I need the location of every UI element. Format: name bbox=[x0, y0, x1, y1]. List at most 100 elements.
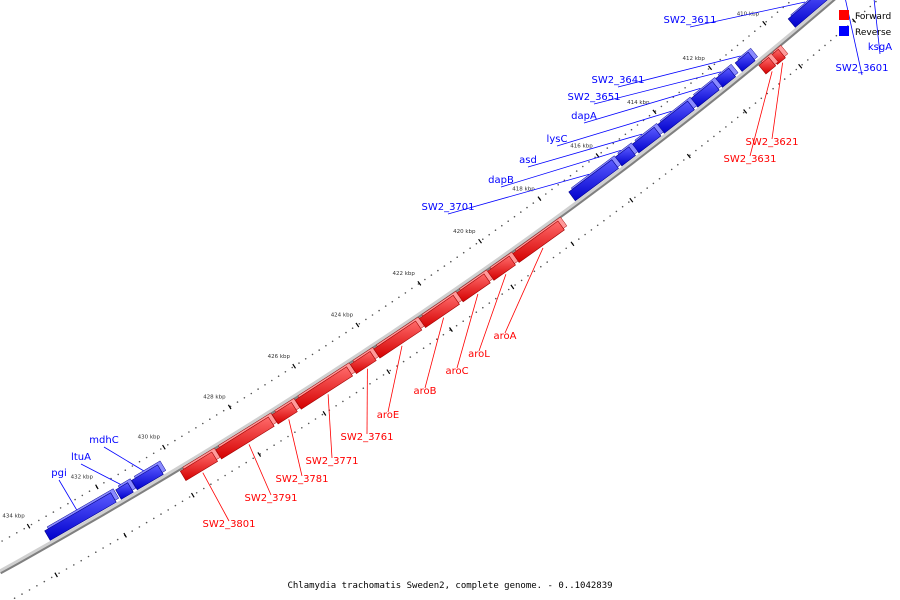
ruler-dot-outer bbox=[468, 315, 471, 318]
ruler-dot-inner bbox=[636, 124, 639, 126]
ruler-dot-outer bbox=[559, 252, 561, 254]
gene-body bbox=[294, 366, 354, 410]
gene-label-dapA[interactable]: dapA bbox=[571, 111, 597, 122]
ruler-dot-outer bbox=[116, 538, 119, 541]
ruler-dot-outer bbox=[590, 229, 593, 231]
ruler-dot-inner bbox=[30, 523, 33, 526]
leader-line-lysC bbox=[556, 110, 672, 147]
tick-label: 412 kbp bbox=[682, 56, 705, 62]
gene-label-lysC[interactable]: lysC bbox=[547, 134, 568, 145]
gene-label-SW2_3621[interactable]: SW2_3621 bbox=[745, 137, 798, 148]
gene-label-aroB[interactable]: aroB bbox=[414, 386, 437, 397]
tick-mark bbox=[54, 572, 58, 578]
backbone-band bbox=[0, 0, 836, 575]
ruler-dot-outer bbox=[188, 496, 191, 498]
gene-SW2_3701[interactable] bbox=[568, 155, 622, 202]
ruler-dot-inner bbox=[74, 498, 76, 501]
tick-mark bbox=[190, 492, 195, 498]
gene-body bbox=[734, 51, 756, 72]
ruler-dot-inner bbox=[398, 296, 400, 299]
ruler-dot-outer bbox=[389, 369, 392, 372]
ruler-dot-inner bbox=[23, 527, 26, 530]
gene-label-ltuA[interactable]: ltuA bbox=[71, 452, 91, 463]
gene-SW2_3791[interactable] bbox=[215, 412, 278, 460]
ruler-dot-outer bbox=[280, 440, 282, 442]
gene-body bbox=[271, 401, 298, 425]
ruler-dot-inner bbox=[52, 511, 55, 513]
ruler-dot-outer bbox=[95, 551, 97, 553]
gene-label-SW2_3641[interactable]: SW2_3641 bbox=[591, 75, 644, 86]
tick-label: 434 kbp bbox=[2, 514, 25, 520]
gene-label-SW2_3791[interactable]: SW2_3791 bbox=[244, 493, 297, 504]
gene-label-SW2_3601[interactable]: SW2_3601 bbox=[835, 63, 888, 74]
gene-label-SW2_3701[interactable]: SW2_3701 bbox=[421, 202, 474, 213]
gene-pgi[interactable] bbox=[44, 488, 120, 541]
ruler-dot-inner bbox=[765, 20, 767, 23]
gene-aroC[interactable] bbox=[456, 269, 494, 303]
gene-label-SW2_3611[interactable]: SW2_3611 bbox=[663, 15, 716, 26]
ruler-dot-outer bbox=[640, 192, 642, 194]
leader-line-SW2_3701 bbox=[447, 173, 590, 215]
gene-label-aroL[interactable]: aroL bbox=[468, 349, 490, 360]
gene-label-aroE[interactable]: aroE bbox=[377, 410, 399, 421]
gene-label-mdhC[interactable]: mdhC bbox=[89, 435, 118, 446]
tick-mark bbox=[162, 444, 166, 450]
ruler-dot-outer bbox=[818, 49, 821, 51]
gene-label-ksgA[interactable]: ksgA bbox=[868, 42, 892, 53]
ruler-dot-outer bbox=[475, 311, 478, 314]
legend-swatch-forward bbox=[839, 10, 849, 20]
ruler-dot-inner bbox=[167, 444, 169, 446]
gene-label-aroC[interactable]: aroC bbox=[445, 366, 468, 377]
gene-label-SW2_3761[interactable]: SW2_3761 bbox=[340, 432, 393, 443]
ruler-dot-outer bbox=[224, 474, 226, 477]
ruler-dot-outer bbox=[36, 585, 38, 587]
gene-label-SW2_3771[interactable]: SW2_3771 bbox=[305, 456, 358, 467]
ruler-dot-inner bbox=[513, 215, 516, 218]
gene-aroA[interactable] bbox=[512, 216, 568, 263]
ruler-dot-inner bbox=[45, 515, 47, 517]
gene-lysC[interactable] bbox=[657, 96, 698, 134]
ruler-dot-inner bbox=[1, 540, 3, 542]
tick-mark bbox=[257, 452, 262, 457]
ruler-dot-inner bbox=[501, 224, 503, 227]
gene-label-aroA[interactable]: aroA bbox=[494, 331, 517, 342]
gene-label-SW2_3801[interactable]: SW2_3801 bbox=[202, 519, 255, 530]
ruler-dot-outer bbox=[795, 68, 798, 71]
gene-SW2_3641[interactable] bbox=[734, 47, 758, 72]
tick-mark bbox=[26, 523, 31, 529]
gene-label-asd[interactable]: asd bbox=[519, 155, 537, 166]
gene-SW2_3801[interactable] bbox=[179, 447, 221, 482]
ruler-dot-inner bbox=[371, 314, 374, 316]
tick-mark bbox=[851, 18, 857, 23]
ruler-dot-outer bbox=[482, 306, 484, 309]
gene-SW2_3631[interactable] bbox=[758, 53, 779, 75]
ruler-dot-outer bbox=[422, 347, 425, 350]
gene-label-SW2_3781[interactable]: SW2_3781 bbox=[275, 474, 328, 485]
ruler-dot-inner bbox=[526, 206, 528, 209]
tick-mark bbox=[386, 369, 391, 375]
ruler-dot-outer bbox=[294, 431, 296, 434]
gene-label-pgi[interactable]: pgi bbox=[51, 468, 66, 479]
ruler-dot-inner bbox=[257, 388, 259, 390]
ruler-dot-outer bbox=[683, 159, 685, 161]
gene-SW2_3781[interactable] bbox=[271, 398, 301, 425]
gene-label-SW2_3651[interactable]: SW2_3651 bbox=[567, 92, 620, 103]
gene-SW2_3621[interactable] bbox=[769, 44, 789, 65]
gene-dapA[interactable] bbox=[690, 77, 723, 108]
ruler-dot-outer bbox=[824, 44, 826, 47]
ruler-dot-outer bbox=[13, 597, 16, 599]
ruler-dot-inner bbox=[701, 72, 704, 75]
leader-line-ltuA bbox=[80, 463, 121, 485]
gene-SW2_3611[interactable] bbox=[787, 0, 834, 28]
gene-ltuA[interactable] bbox=[115, 478, 137, 500]
legend: Forward Reverse bbox=[839, 10, 892, 38]
leader-line-SW2_3601 bbox=[845, 0, 863, 76]
ruler-dot-inner bbox=[725, 54, 727, 56]
ruler-dot-outer bbox=[342, 400, 344, 403]
gene-SW2_3771[interactable] bbox=[294, 362, 356, 410]
gene-label-dapB[interactable]: dapB bbox=[488, 175, 514, 186]
gene-asd[interactable] bbox=[631, 122, 664, 154]
gene-mdhC[interactable] bbox=[131, 460, 167, 491]
gene-label-SW2_3631[interactable]: SW2_3631 bbox=[723, 154, 776, 165]
ruler-dot-outer bbox=[21, 593, 23, 595]
